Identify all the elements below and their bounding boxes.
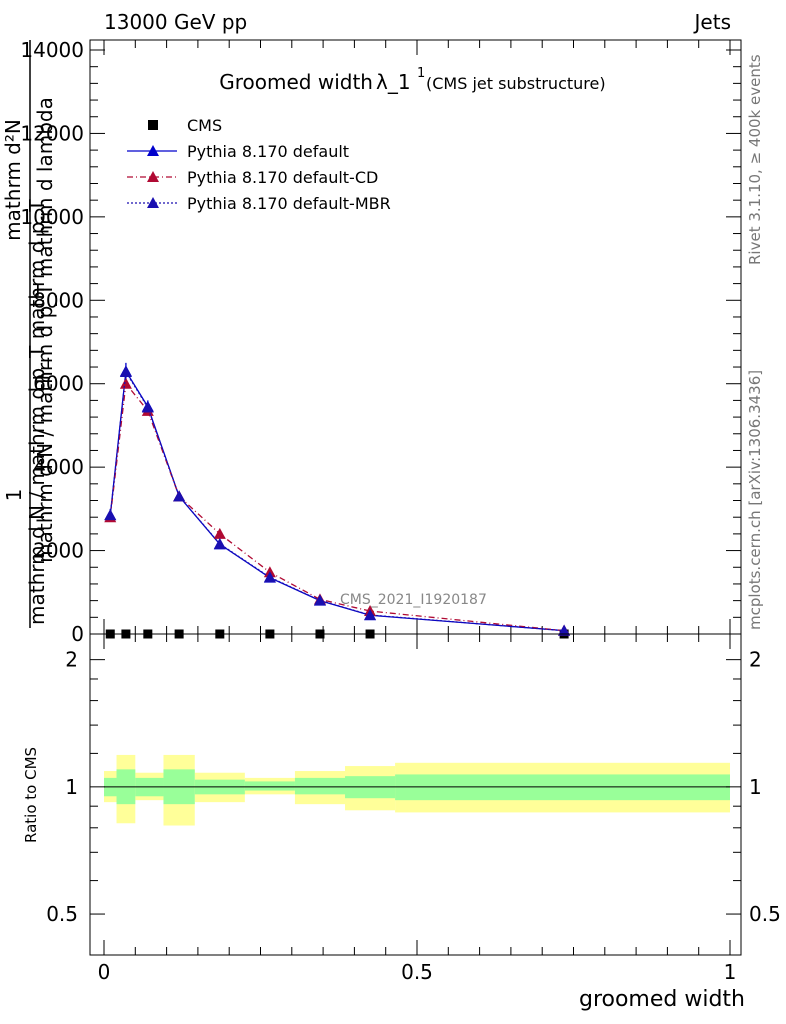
legend-marker [147, 171, 159, 182]
x-tick-label: 0 [98, 960, 111, 984]
ratio-band-inner [244, 781, 295, 791]
y-tick-label: 2000 [33, 539, 84, 563]
header-left: 13000 GeV pp [104, 10, 247, 34]
y-tick-label: 8000 [33, 288, 84, 312]
series-line [109, 382, 565, 632]
series-2 [104, 377, 571, 636]
data-point [119, 366, 132, 378]
x-tick-label: 1 [724, 960, 737, 984]
data-point [213, 527, 226, 539]
data-point [141, 401, 154, 413]
rivet-label: Rivet 3.1.10, ≥ 400k events [746, 54, 764, 265]
y-tick-label: 6000 [33, 372, 84, 396]
chart-subtitle: (CMS jet substructure) [426, 74, 606, 93]
x-tick-label: 0.5 [401, 960, 433, 984]
y-tick-label: 10000 [20, 205, 84, 229]
chart-title: Groomed width [219, 70, 373, 94]
ylabel-line: mathrm d N / mathrm d p_T mathrm d lambd… [33, 97, 57, 563]
data-point [263, 571, 276, 583]
x-axis-label: groomed width [579, 987, 745, 1012]
legend-marker [147, 145, 159, 156]
mcplots-label: mcplots.cern.ch [arXiv:1306.3436] [746, 370, 764, 630]
data-point [119, 377, 132, 389]
series-3 [104, 366, 571, 636]
ylabel-line: mathrm d N / mathrm d p_T mathrm d p_T [25, 199, 49, 625]
ratio-y-tick-label-right: 1 [749, 775, 762, 799]
ratio-frame [89, 633, 742, 956]
chart-title-symbol: λ_1 [376, 70, 411, 94]
legend-label: Pythia 8.170 default-MBR [187, 194, 391, 213]
chart-title-sup: 1 [417, 66, 425, 81]
ratio-band-inner [294, 777, 346, 795]
legend-label: CMS [187, 116, 222, 135]
series-line [109, 370, 565, 632]
data-point [364, 609, 377, 621]
y-tick-label: 0 [71, 622, 84, 646]
ratio-y-tick-label: 0.5 [46, 902, 78, 926]
legend-label: Pythia 8.170 default-CD [187, 168, 378, 187]
legend-marker [148, 120, 158, 130]
ratio-panel: 0.5 0.5 1 1 2 2 0 0.5 1 Ratio to CMS groomed width [22, 633, 781, 1012]
y-tick-label: 12000 [20, 121, 84, 145]
data-point [313, 594, 326, 606]
data-point [558, 624, 571, 636]
legend-marker [147, 197, 159, 208]
analysis-label: CMS_2021_I1920187 [340, 592, 487, 608]
data-point [173, 490, 186, 502]
ratio-y-tick-label-right: 0.5 [749, 902, 781, 926]
legend-label: Pythia 8.170 default [187, 142, 349, 161]
y-tick-label: 4000 [33, 455, 84, 479]
ratio-y-tick-label: 1 [65, 775, 78, 799]
data-point [104, 509, 117, 521]
ratio-ylabel: Ratio to CMS [22, 747, 40, 843]
data-point [213, 537, 226, 549]
header-right: Jets [693, 10, 731, 34]
ratio-y-tick-label: 2 [65, 648, 78, 672]
series-1 [104, 362, 571, 636]
ratio-y-tick-label-right: 2 [749, 648, 762, 672]
ylabel-line: mathrm d²N [1, 119, 25, 241]
ylabel-line: 1 [2, 489, 26, 502]
y-tick-label: 14000 [20, 38, 84, 62]
